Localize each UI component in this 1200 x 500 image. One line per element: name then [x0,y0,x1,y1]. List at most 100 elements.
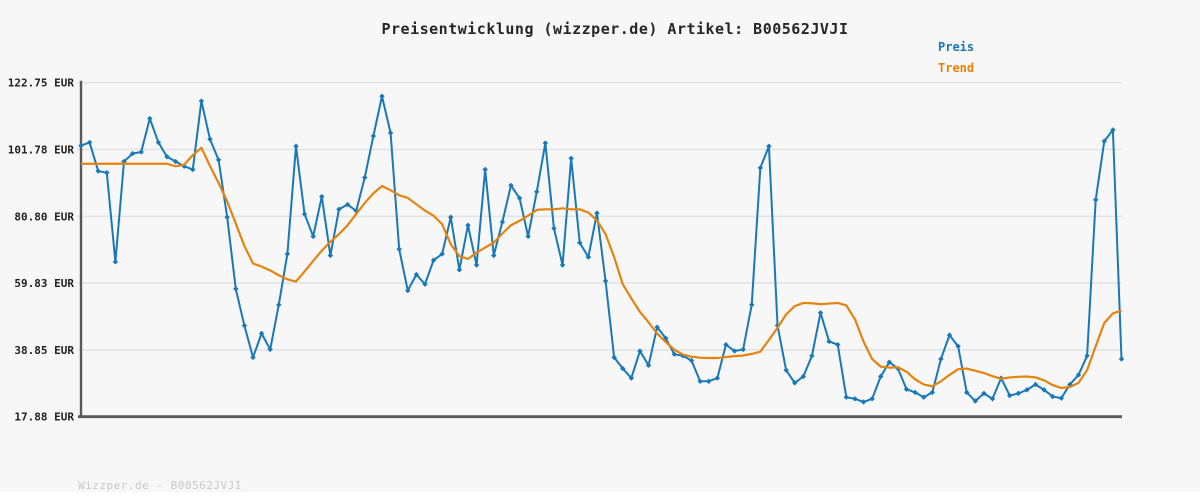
legend-item-preis[interactable]: Preis [938,41,974,53]
price-point-marker [577,240,583,246]
price-point-marker [78,142,84,149]
price-point-marker [516,195,523,201]
price-point-marker [491,252,497,259]
price-point-marker [740,346,746,353]
price-point-marker [860,399,867,405]
price-point-marker [362,174,368,181]
price-point-marker [387,130,394,136]
price-point-marker [138,149,144,155]
price-point-marker [456,267,463,273]
price-point-marker [1075,372,1082,378]
trend-line [81,146,1122,390]
price-point-marker [955,343,961,349]
price-point-marker [482,166,488,173]
price-point-marker [164,154,170,160]
watermark-text: Wizzper.de - B00562JVJI [78,479,242,492]
price-point-marker [921,394,927,400]
price-point-marker [585,254,592,260]
price-point-marker [749,302,755,308]
price-point-marker [1118,356,1125,362]
price-point-marker [104,169,110,176]
price-point-marker [233,286,239,292]
price-point-marker [792,380,798,386]
price-point-marker [155,139,162,146]
price-point-marker [542,140,549,146]
price-point-marker [224,214,230,220]
price-point-marker [645,362,652,369]
price-point-marker [499,219,506,225]
price-point-marker [817,310,824,316]
price-point-marker [344,201,351,208]
price-point-marker [448,214,454,220]
price-point-marker [843,394,850,400]
price-point-marker [267,346,273,353]
price-point-marker [190,166,196,173]
price-point-marker [327,252,334,259]
price-point-marker [258,330,265,337]
price-point-marker [706,378,712,384]
price-point-marker [95,168,101,174]
price-point-marker [826,338,832,345]
price-point-marker [620,365,626,372]
price-point-marker [1093,197,1099,203]
price-point-marker [534,189,540,195]
price-point-marker [852,396,858,402]
price-point-marker [1110,127,1116,133]
price-point-marker [310,233,316,240]
price-point-marker [370,133,377,139]
price-point-marker [723,341,729,348]
price-point-marker [147,115,153,122]
price-point-marker [241,322,248,329]
price-point-marker [800,373,807,380]
price-point-marker [1058,395,1065,401]
price-point-marker [473,262,480,268]
price-point-marker [835,341,841,348]
price-point-marker [981,390,987,397]
price-point-marker [172,158,179,165]
price-point-marker [1084,353,1090,359]
price-point-marker [413,271,420,278]
price-point-marker [938,356,944,362]
price-point-marker [731,348,738,354]
price-point-marker [396,246,402,252]
price-point-marker [319,193,325,200]
price-point-marker [654,324,660,330]
price-point-marker [568,155,574,162]
price-point-marker [602,278,609,284]
price-point-marker [929,389,936,396]
price-point-marker [1101,138,1108,144]
price-point-marker [886,359,893,365]
price-point-marker [465,222,471,228]
price-point-marker [551,225,557,232]
price-point-marker [215,157,222,163]
price-point-marker [964,389,970,396]
y-tick-label: 122.75 EUR [8,77,75,90]
y-tick-label: 80.80 EUR [14,210,74,223]
legend-trend-label: Trend [938,61,975,75]
price-point-marker [869,396,875,402]
price-point-marker [1067,381,1073,388]
price-point-marker [1032,381,1039,388]
price-point-marker [671,351,678,357]
price-point-marker [293,143,299,149]
price-point-marker [430,257,437,263]
price-point-marker [714,375,721,381]
price-point-marker [336,206,342,212]
price-point-marker [86,139,93,146]
price-point-marker [198,98,205,104]
price-point-marker [766,143,772,149]
price-point-marker [972,398,979,404]
price-point-marker [379,93,385,99]
legend-item-trend[interactable]: Trend [938,62,974,74]
price-point-marker [276,302,282,308]
price-point-marker [903,386,910,392]
price-point-marker [112,259,119,265]
price-point-marker [989,396,996,402]
price-point-marker [697,378,703,384]
price-point-marker [628,375,635,381]
price-point-marker [757,165,764,171]
price-point-marker [946,332,953,338]
price-point-marker [1041,387,1047,393]
